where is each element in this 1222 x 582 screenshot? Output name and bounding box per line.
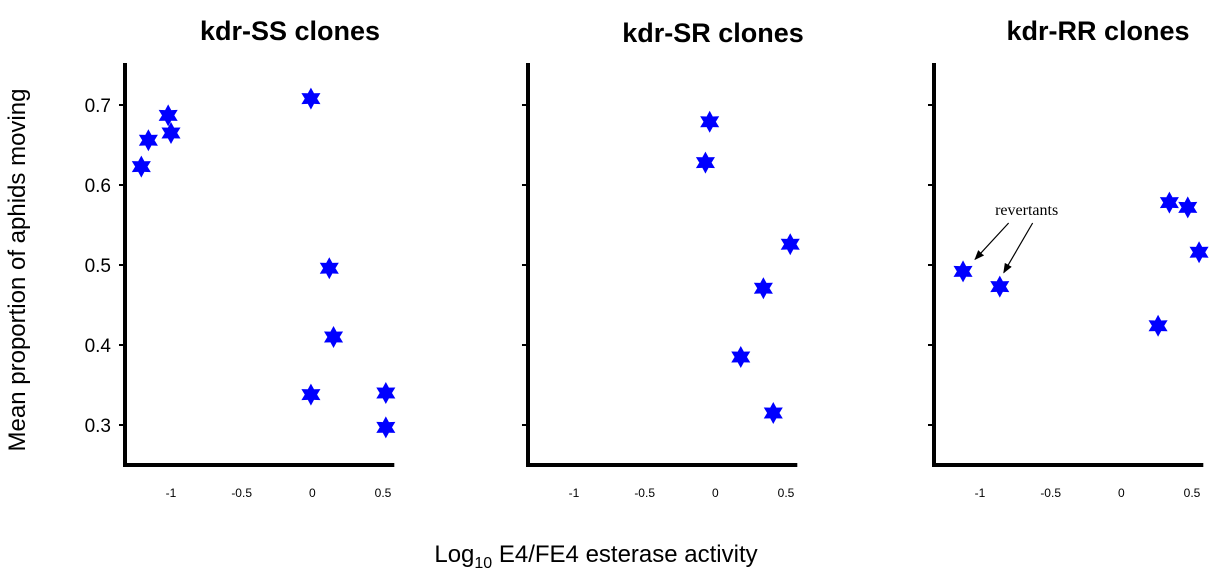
data-point — [158, 104, 178, 127]
panel-title: kdr-SS clones — [200, 16, 380, 46]
x-tick-label: -1 — [569, 486, 580, 500]
panel-title: kdr-SR clones — [622, 18, 804, 48]
x-tick-label: 0.5 — [375, 486, 392, 500]
panel-1: kdr-SS clones 0.3 0.4 0.5 0.6 0.7 -1 -0.5 0 0.5 — [85, 16, 396, 500]
y-tick-label: 0.3 — [85, 416, 111, 437]
x-tick-label: -1 — [166, 486, 177, 500]
data-point — [1178, 196, 1198, 219]
x-tick-label: 0 — [1118, 486, 1125, 500]
annotation-arrow — [974, 222, 1010, 261]
x-tick-label: 0.5 — [1184, 486, 1201, 500]
data-point — [780, 233, 800, 256]
x-tick-label: 0.5 — [778, 486, 795, 500]
data-point — [731, 346, 751, 368]
data-point — [763, 402, 783, 424]
x-tick-label: -0.5 — [231, 486, 252, 500]
annotation-revertants: revertants — [995, 202, 1058, 219]
y-tick-label: 0.6 — [85, 176, 111, 197]
x-axis-title-main: Log — [434, 541, 474, 568]
x-axis-title: Log10 E4/FE4 esterase activity — [434, 541, 757, 572]
x-tick-label: -1 — [975, 486, 986, 500]
data-point — [301, 383, 321, 406]
y-axis-title: Mean proportion of aphids moving — [4, 89, 31, 452]
data-point — [319, 257, 339, 280]
data-point — [138, 129, 158, 152]
data-point — [301, 87, 321, 110]
data-point — [131, 155, 151, 178]
y-tick-label: 0.5 — [85, 256, 111, 277]
data-point — [700, 110, 720, 133]
panel-2: kdr-SR clones -1 -0.5 0 0.5 — [522, 18, 804, 500]
x-tick-label: -0.5 — [1040, 486, 1061, 500]
data-point — [695, 151, 715, 174]
x-tick-label: 0 — [712, 486, 719, 500]
data-point — [990, 275, 1010, 298]
x-axis-title-subscript: 10 — [474, 555, 492, 572]
data-point — [161, 122, 181, 144]
data-point — [376, 416, 396, 439]
y-tick-label: 0.7 — [85, 96, 111, 117]
data-point — [1189, 241, 1209, 264]
data-point — [953, 260, 973, 283]
panel-title: kdr-RR clones — [1006, 16, 1189, 46]
x-axis-title-rest: E4/FE4 esterase activity — [492, 541, 757, 568]
y-tick-label: 0.4 — [85, 336, 112, 357]
panel-3: kdr-RR clones -1 -0.5 0 0.5 revertants — [928, 16, 1209, 500]
x-tick-label: 0 — [309, 486, 316, 500]
annotation-arrow — [1003, 222, 1034, 274]
data-point — [324, 326, 344, 348]
data-point — [753, 277, 773, 300]
data-point — [1159, 191, 1179, 214]
x-tick-label: -0.5 — [634, 486, 655, 500]
data-point — [376, 382, 396, 404]
data-point — [1148, 314, 1168, 337]
